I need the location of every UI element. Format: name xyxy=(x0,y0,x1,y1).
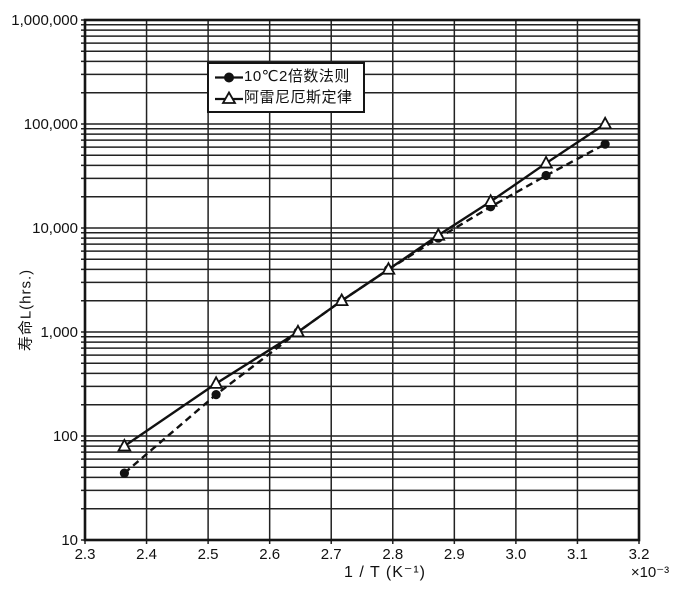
y-tick-label: 10 xyxy=(61,532,78,549)
data-point-marker xyxy=(381,261,396,275)
data-point-marker xyxy=(600,139,610,149)
x-tick-label: 2.5 xyxy=(198,546,219,563)
data-point-marker xyxy=(541,170,551,181)
x-tick-label: 2.6 xyxy=(259,546,280,563)
x-tick-label: 2.8 xyxy=(382,546,403,563)
chart-legend: 10℃2倍数法则 阿雷尼厄斯定律 xyxy=(207,62,365,113)
data-point-marker xyxy=(483,193,498,207)
x-tick-label: 2.9 xyxy=(444,546,465,563)
y-tick-label: 10,000 xyxy=(32,220,78,237)
legend-label-arrhenius: 阿雷尼厄斯定律 xyxy=(244,88,353,106)
y-tick-label: 100 xyxy=(53,428,78,445)
data-point-marker xyxy=(208,375,224,389)
legend-label-doubling-rule: 10℃2倍数法则 xyxy=(244,67,350,85)
x-axis-label: 1 / T (K⁻¹) xyxy=(344,564,426,581)
x-tick-label: 2.4 xyxy=(136,546,157,563)
data-point-marker xyxy=(538,155,554,169)
plot-frame xyxy=(83,18,641,542)
x-axis-multiplier-label: ×10⁻³ xyxy=(630,564,670,581)
grid-lines xyxy=(81,19,640,544)
y-tick-label: 1,000,000 xyxy=(11,12,78,29)
x-tick-label: 3.2 xyxy=(629,546,650,563)
data-point-marker xyxy=(117,438,132,452)
y-tick-label: 1,000 xyxy=(40,324,78,341)
data-point-marker xyxy=(211,390,221,400)
x-tick-labels: 2.3 2.4 2.5 2.6 2.7 2.8 2.9 3.0 3.1 3.2 xyxy=(75,546,650,563)
x-tick-label: 3.0 xyxy=(505,546,526,563)
y-tick-label: 100,000 xyxy=(24,116,78,133)
legend-item-arrhenius: 阿雷尼厄斯定律 xyxy=(214,87,353,108)
y-axis-label: 寿命L(hrs.) xyxy=(17,268,35,352)
data-point-marker xyxy=(119,468,129,478)
series-line xyxy=(123,143,606,475)
series-doubling-rule xyxy=(119,139,610,478)
x-tick-label: 2.7 xyxy=(321,546,342,563)
data-point-marker xyxy=(431,227,446,241)
x-tick-label: 2.3 xyxy=(75,546,96,563)
y-tick-labels: 10 100 1,000 10,000 100,000 1,000,000 xyxy=(11,12,78,549)
data-point-marker xyxy=(290,323,306,338)
series-line xyxy=(123,123,606,448)
data-point-marker xyxy=(597,115,613,130)
open-triangle-marker-icon xyxy=(214,90,244,106)
series-arrhenius xyxy=(117,115,613,452)
x-tick-label: 3.1 xyxy=(567,546,588,563)
filled-circle-marker-icon xyxy=(214,69,244,85)
data-point-marker xyxy=(334,292,350,306)
legend-item-doubling-rule: 10℃2倍数法则 xyxy=(214,66,353,87)
